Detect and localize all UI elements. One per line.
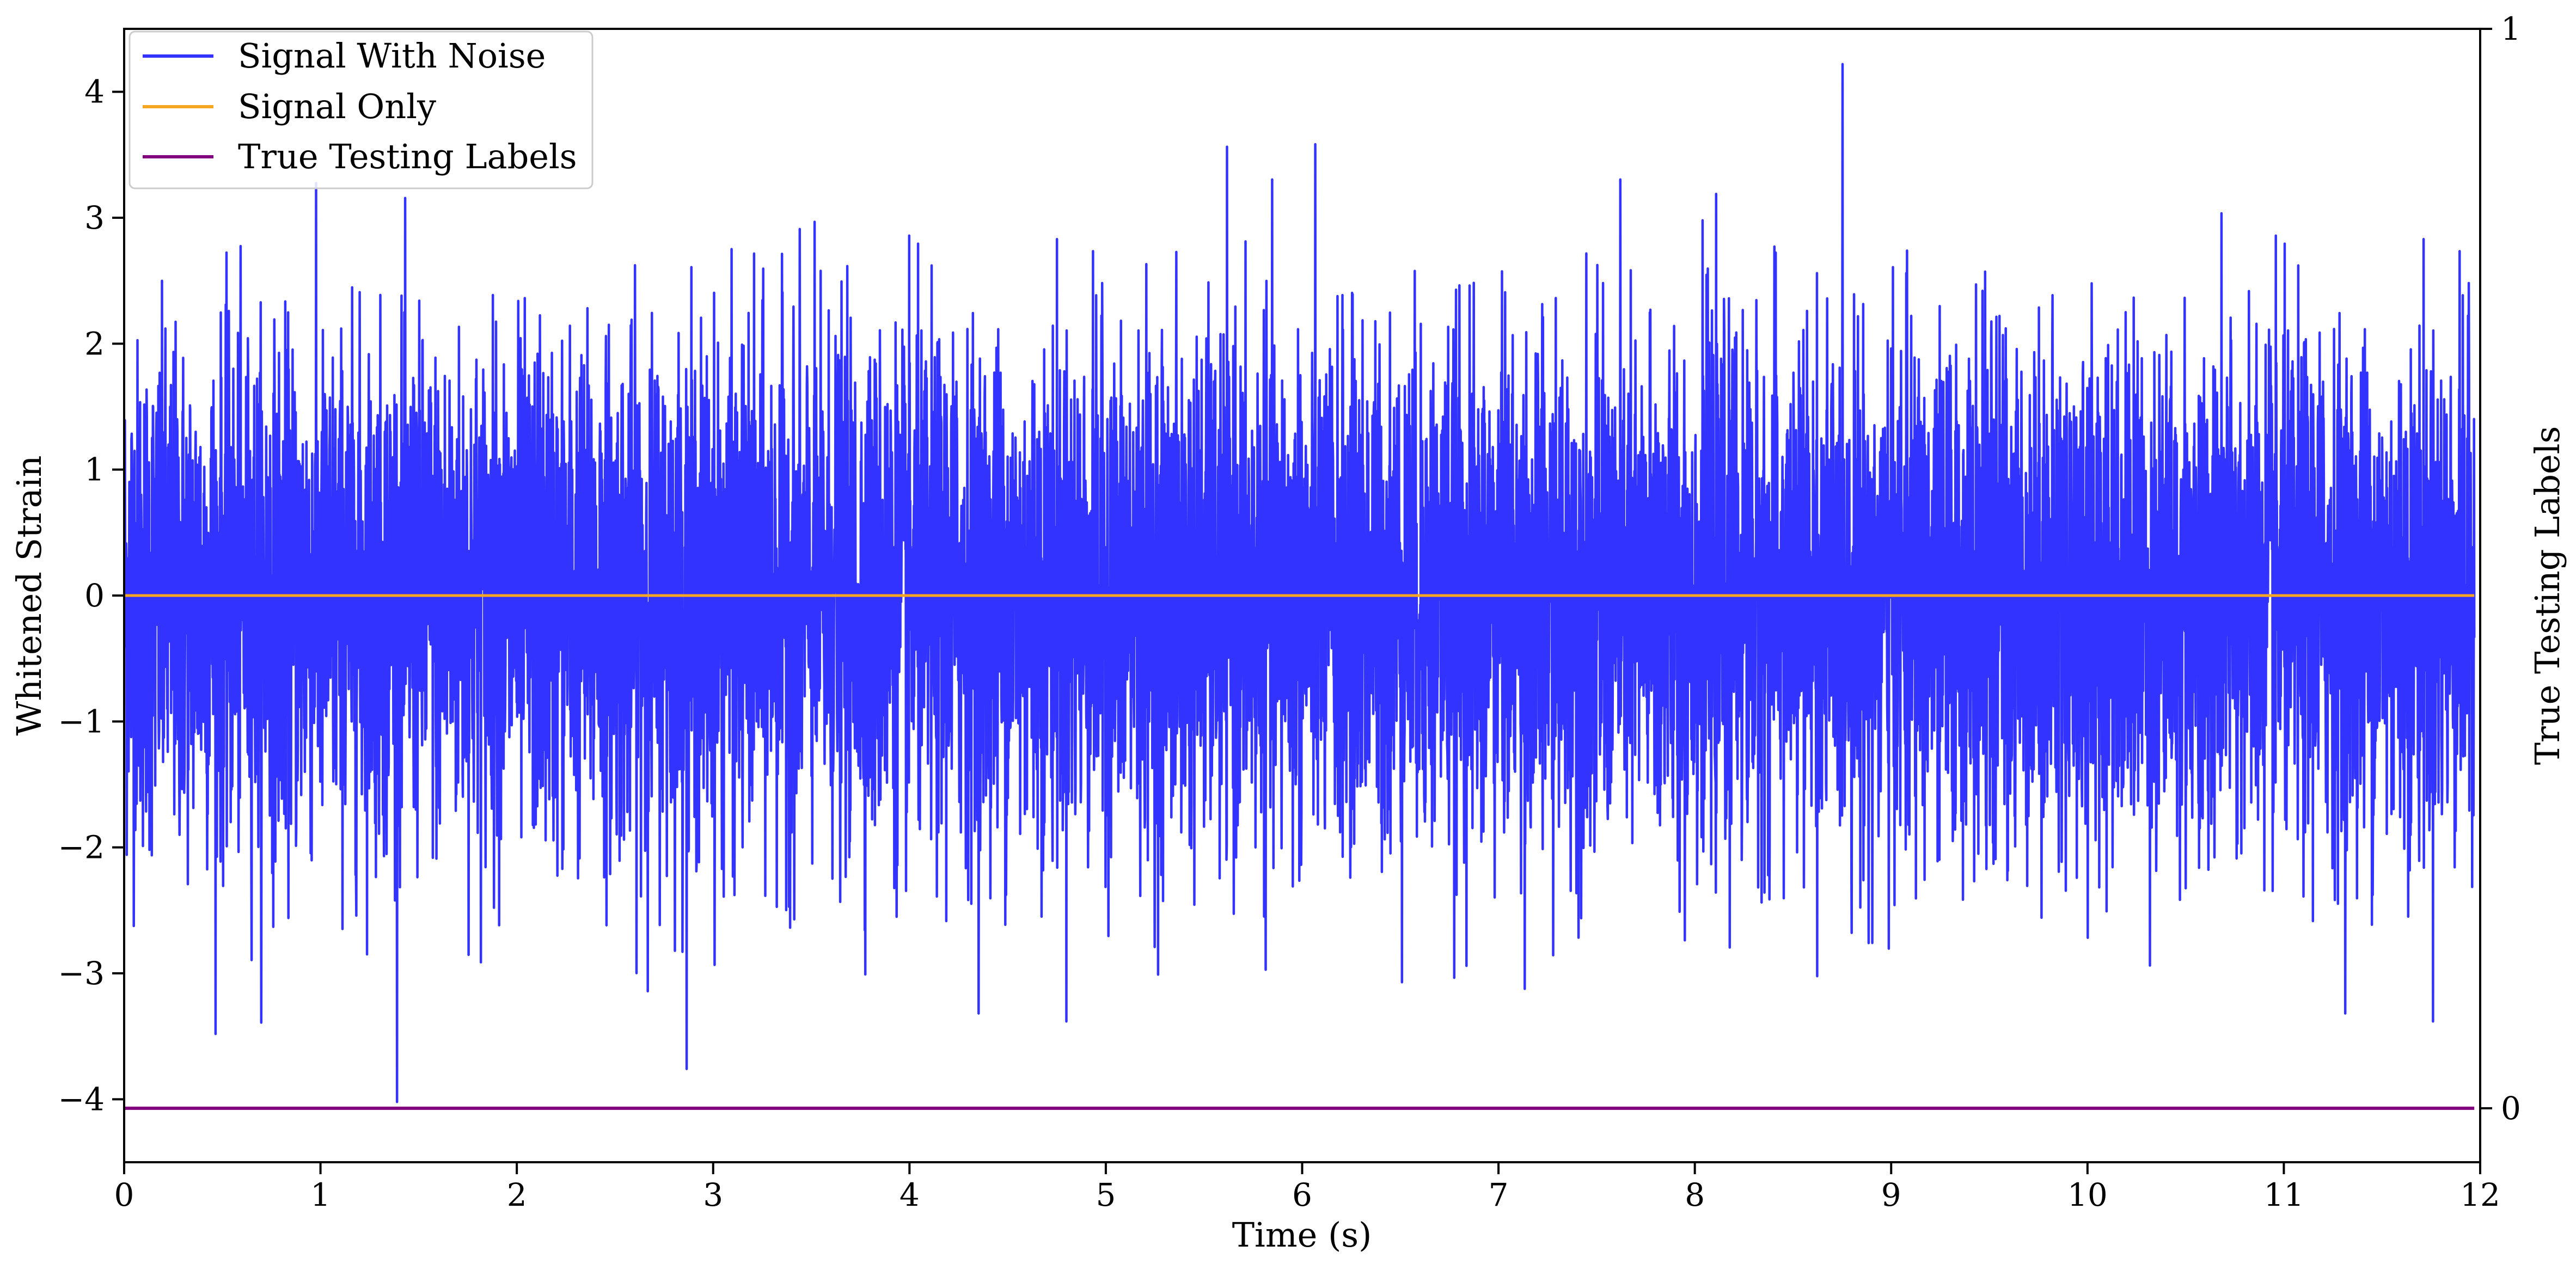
x-tick-label: 11: [2264, 1176, 2304, 1213]
y-axis-title: Whitened Strain: [9, 456, 49, 736]
legend-box: [129, 30, 593, 189]
x-tick-label: 2: [507, 1176, 527, 1213]
y2-axis-title: True Testing Labels: [2528, 426, 2567, 765]
plot-layer: [124, 63, 2476, 1110]
legend-label-signal-only: Signal Only: [238, 87, 436, 126]
x-tick-label: 6: [1292, 1176, 1312, 1213]
y2-tick-label: 0: [2501, 1090, 2521, 1127]
y-tick-label: −3: [58, 955, 105, 992]
y-tick-label: 0: [84, 577, 105, 614]
series-signal-with-noise: [124, 63, 2476, 1103]
y-tick-label: −1: [58, 703, 105, 740]
x-tick-label: 5: [1096, 1176, 1116, 1213]
y-tick-label: −4: [58, 1081, 105, 1118]
x-tick-label: 10: [2067, 1176, 2108, 1213]
x-tick-label: 9: [1881, 1176, 1901, 1213]
y-tick-label: 2: [84, 325, 105, 362]
legend: Signal With Noise Signal Only True Testi…: [129, 30, 593, 189]
x-tick-label: 1: [310, 1176, 331, 1213]
legend-label-signal-with-noise: Signal With Noise: [238, 36, 546, 76]
y-tick-label: 3: [84, 199, 105, 236]
x-tick-label: 4: [900, 1176, 920, 1213]
x-axis-title: Time (s): [1232, 1215, 1372, 1255]
y2-tick-label: 1: [2501, 10, 2521, 47]
x-tick-label: 7: [1489, 1176, 1509, 1213]
y-tick-label: −2: [58, 829, 105, 866]
x-tick-label: 12: [2460, 1176, 2500, 1213]
x-tick-label: 0: [114, 1176, 134, 1213]
x-tick-label: 3: [703, 1176, 723, 1213]
y-tick-label: 1: [84, 451, 105, 488]
y-tick-label: 4: [84, 73, 105, 111]
legend-label-true-testing-labels: True Testing Labels: [238, 137, 577, 176]
x-tick-label: 8: [1685, 1176, 1705, 1213]
